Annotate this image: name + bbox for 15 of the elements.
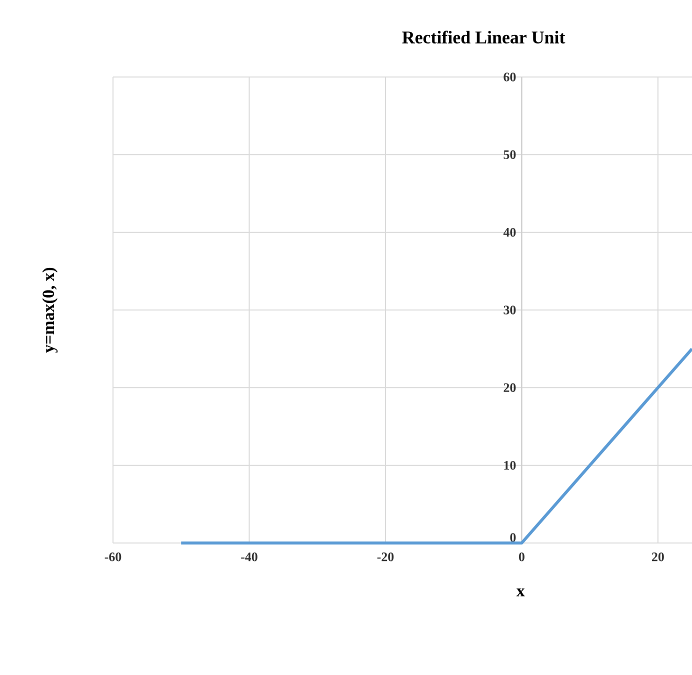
x-tick-label: -20	[377, 552, 394, 562]
chart-title: Rectified Linear Unit	[402, 30, 566, 44]
y-tick-label: 10	[504, 460, 516, 470]
x-tick-label: -40	[241, 552, 258, 562]
x-tick-label: -60	[104, 552, 122, 562]
y-tick-label: 20	[504, 383, 516, 392]
x-tick-label: 0	[518, 552, 524, 562]
x-axis-title: x	[516, 588, 525, 596]
y-tick-label: 30	[504, 306, 516, 314]
y-tick-label: 40	[503, 228, 516, 237]
y-tick-label: 50	[504, 150, 516, 160]
y-tick-label: 0	[510, 533, 516, 542]
y-tick-label: 60	[504, 72, 516, 82]
y-axis-title: y=max(0, x)	[42, 268, 58, 353]
x-tick-label: 20	[652, 552, 664, 562]
